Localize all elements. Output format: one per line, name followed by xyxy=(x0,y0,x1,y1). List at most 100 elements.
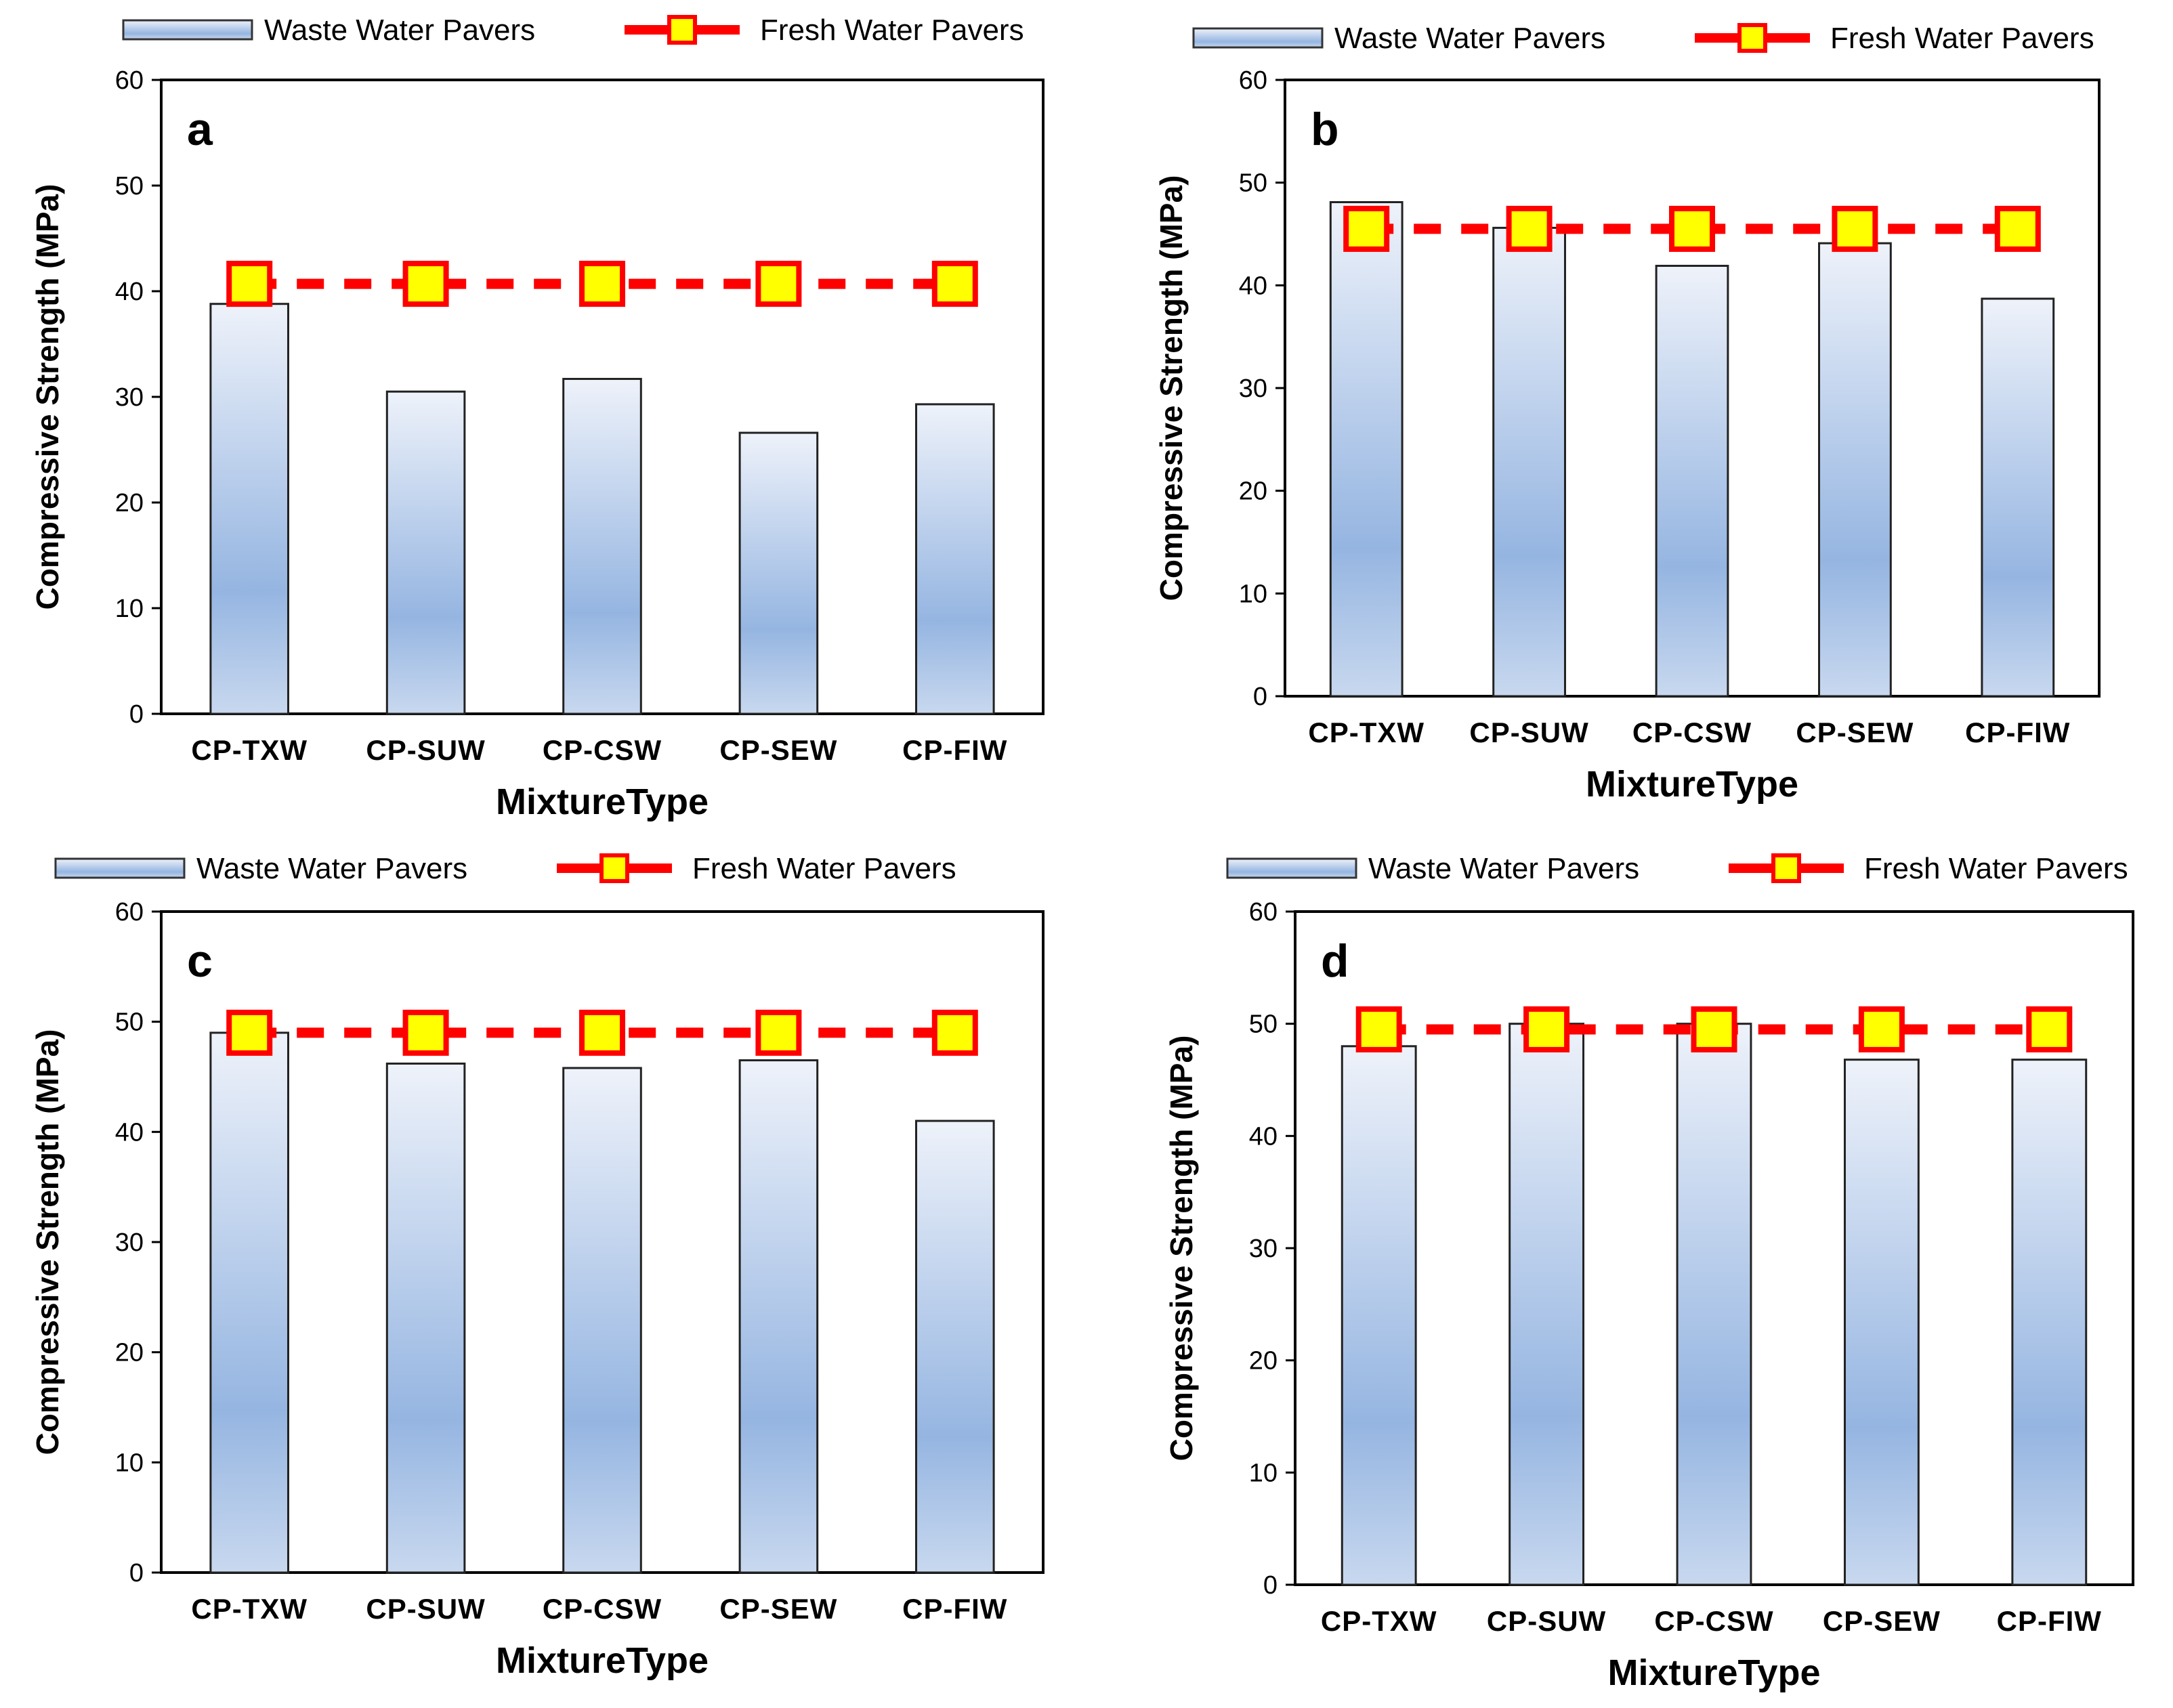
legend-marker-swatch xyxy=(1737,23,1767,53)
x-tick-label: CP-SEW xyxy=(719,734,837,766)
fresh-water-marker xyxy=(1669,205,1715,252)
y-tick-label: 50 xyxy=(1239,169,1267,198)
fresh-water-marker xyxy=(1832,205,1878,252)
y-tick-label: 20 xyxy=(1249,1347,1278,1375)
fresh-water-marker xyxy=(755,1009,802,1056)
legend-line-label: Fresh Water Pavers xyxy=(760,14,1024,47)
x-tick-label: CP-TXW xyxy=(1308,717,1425,748)
y-tick-label: 40 xyxy=(115,278,144,306)
y-tick-label: 50 xyxy=(115,172,144,200)
y-axis-label: Compressive Strength (MPa) xyxy=(30,1029,65,1455)
x-tick-label: CP-SUW xyxy=(366,1593,485,1625)
bar-cp-sew xyxy=(1818,242,1892,698)
x-tick-label: CP-SEW xyxy=(1796,717,1914,748)
legend: Waste Water Pavers Fresh Water Pavers xyxy=(54,852,956,885)
y-tick-label: 0 xyxy=(129,1559,144,1587)
x-tick-label: CP-SUW xyxy=(366,734,485,766)
bar-cp-fiw xyxy=(2011,1059,2088,1586)
bar-cp-sew xyxy=(1843,1059,1920,1586)
panel-label: b xyxy=(1311,104,1339,155)
fresh-water-marker xyxy=(1355,1006,1402,1052)
fresh-water-marker xyxy=(755,261,802,307)
legend-line-label: Fresh Water Pavers xyxy=(1864,852,2128,885)
x-axis-label: MixtureType xyxy=(496,782,709,822)
y-axis-label: Compressive Strength (MPa) xyxy=(30,184,65,610)
x-axis-label: MixtureType xyxy=(1586,764,1798,805)
y-tick-label: 30 xyxy=(1249,1235,1278,1263)
bar-cp-sew xyxy=(738,1059,819,1574)
panel-label: d xyxy=(1321,935,1349,987)
y-tick-label: 10 xyxy=(1239,580,1267,608)
fresh-water-marker xyxy=(579,261,625,307)
y-tick-label: 20 xyxy=(115,489,144,517)
y-tick-label: 60 xyxy=(1239,66,1267,95)
bar-cp-suw xyxy=(1509,1023,1585,1586)
bar-cp-suw xyxy=(1492,226,1566,698)
fresh-water-marker xyxy=(402,1009,449,1056)
bar-cp-txw xyxy=(209,303,289,715)
legend-bar-label: Waste Water Pavers xyxy=(1334,22,1605,55)
fresh-water-marker xyxy=(931,261,978,307)
legend-line-label: Fresh Water Pavers xyxy=(692,852,956,885)
x-tick-label: CP-FIW xyxy=(1997,1605,2102,1637)
x-tick-label: CP-SUW xyxy=(1469,717,1588,748)
fresh-water-marker xyxy=(579,1009,625,1056)
chart-panel-a: Waste Water Pavers Fresh Water Pavers 0 10 2… xyxy=(30,14,1045,822)
bar-cp-suw xyxy=(385,390,466,715)
fresh-water-marker xyxy=(2026,1006,2073,1052)
bar-cp-suw xyxy=(385,1062,466,1574)
legend-marker-swatch xyxy=(599,853,629,883)
x-axis-label: MixtureType xyxy=(1607,1652,1820,1693)
y-tick-label: 60 xyxy=(1249,898,1278,926)
y-axis-label: Compressive Strength (MPa) xyxy=(1154,175,1189,601)
y-tick-label: 40 xyxy=(1239,272,1267,300)
y-tick-label: 60 xyxy=(115,898,144,926)
bar-cp-csw xyxy=(562,1067,642,1574)
y-tick-label: 50 xyxy=(1249,1010,1278,1039)
panel-label: a xyxy=(187,104,213,155)
y-tick-label: 10 xyxy=(115,1449,144,1477)
y-tick-label: 50 xyxy=(115,1008,144,1037)
x-tick-label: CP-TXW xyxy=(191,734,308,766)
y-tick-label: 40 xyxy=(115,1118,144,1147)
legend-marker-swatch xyxy=(1771,853,1801,883)
x-tick-label: CP-SEW xyxy=(1823,1605,1941,1637)
bar-cp-csw xyxy=(562,377,642,715)
legend-bar-swatch xyxy=(1226,857,1357,879)
bar-cp-csw xyxy=(1676,1023,1752,1586)
fresh-water-marker xyxy=(1994,205,2041,252)
x-tick-label: CP-SUW xyxy=(1487,1605,1606,1637)
fresh-water-marker xyxy=(402,261,449,307)
x-tick-label: CP-FIW xyxy=(902,734,1007,766)
bar-cp-fiw xyxy=(915,1119,995,1574)
y-tick-label: 10 xyxy=(1249,1459,1278,1487)
y-tick-label: 30 xyxy=(115,383,144,412)
fresh-water-marker xyxy=(1506,205,1553,252)
chart-panel-d: Waste Water Pavers Fresh Water Pavers 0 10 2… xyxy=(1164,852,2134,1693)
x-tick-label: CP-FIW xyxy=(902,1593,1007,1625)
panel-label: c xyxy=(187,935,213,987)
bar-cp-txw xyxy=(1341,1045,1417,1586)
x-tick-label: CP-TXW xyxy=(191,1593,308,1625)
bar-cp-csw xyxy=(1655,265,1729,698)
fresh-water-marker xyxy=(1343,205,1390,252)
bar-cp-sew xyxy=(738,431,819,715)
y-tick-label: 60 xyxy=(115,66,144,95)
fresh-water-marker xyxy=(226,261,273,307)
bar-cp-txw xyxy=(1329,200,1404,698)
y-tick-label: 30 xyxy=(115,1229,144,1257)
x-axis-label: MixtureType xyxy=(496,1640,709,1681)
legend-marker-swatch xyxy=(667,15,697,45)
legend-bar-label: Waste Water Pavers xyxy=(196,852,467,885)
y-tick-label: 20 xyxy=(115,1339,144,1367)
x-tick-label: CP-CSW xyxy=(543,1593,662,1625)
y-tick-label: 20 xyxy=(1239,477,1267,506)
legend-bar-label: Waste Water Pavers xyxy=(1368,852,1639,885)
legend: Waste Water Pavers Fresh Water Pavers xyxy=(122,14,1024,47)
legend: Waste Water Pavers Fresh Water Pavers xyxy=(1192,22,2094,55)
fresh-water-marker xyxy=(226,1009,273,1056)
legend-line-label: Fresh Water Pavers xyxy=(1830,22,2094,55)
bar-cp-txw xyxy=(209,1031,289,1574)
fresh-water-marker xyxy=(1858,1006,1905,1052)
